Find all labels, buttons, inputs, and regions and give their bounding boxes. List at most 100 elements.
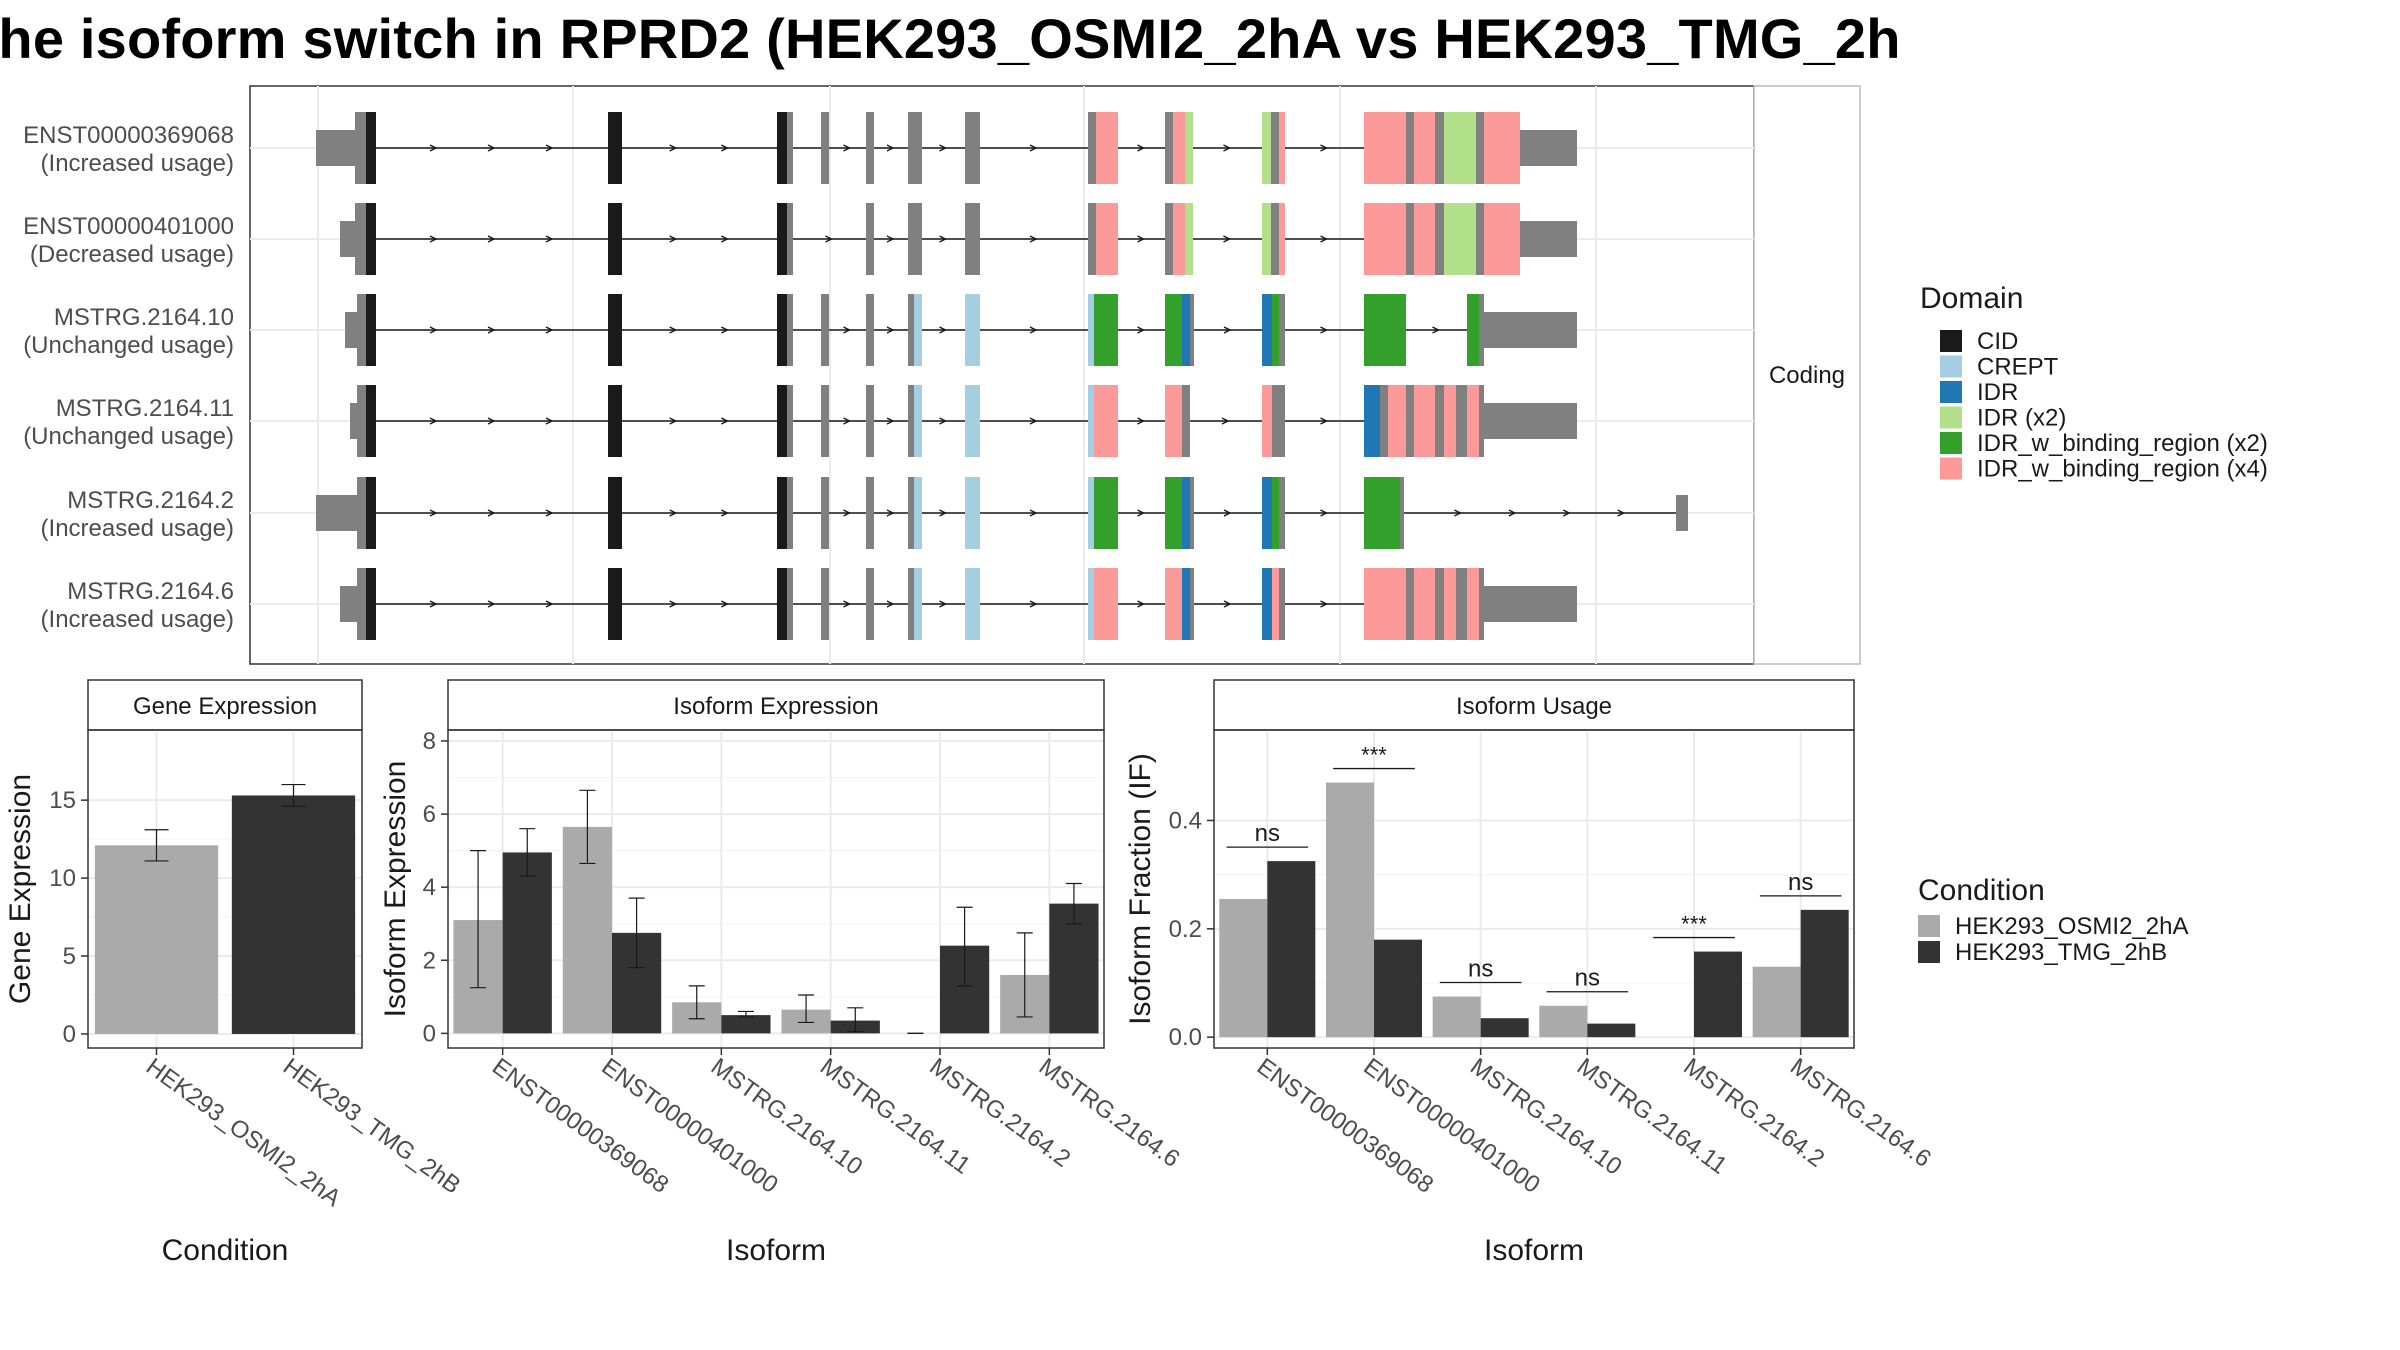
intron-arrow (721, 235, 729, 243)
bar (1800, 909, 1849, 1038)
intron-arrow (1029, 144, 1038, 152)
intron-arrow (886, 417, 895, 425)
bar (1219, 899, 1268, 1038)
domain-legend-label: IDR_w_binding_region (x2) (1977, 430, 2268, 457)
isoform-structure-status: (Decreased usage) (30, 241, 234, 268)
y-tick-label: 0.2 (1169, 916, 1202, 943)
exon-block (908, 203, 922, 275)
exon-block (821, 477, 829, 549)
exon-block (1435, 568, 1444, 640)
exon-block (1279, 294, 1285, 366)
exon-block (1272, 294, 1279, 366)
exon-block (1262, 477, 1272, 549)
intron-arrow (1221, 417, 1230, 425)
exon-block (1190, 294, 1194, 366)
intron-arrow (843, 326, 852, 334)
domain-legend-label: IDR (1977, 379, 2018, 406)
exon-block (1262, 294, 1272, 366)
intron-arrow (1137, 235, 1146, 243)
title-wrap: The isoform switch in RPRD2 (HEK293_OSMI… (0, 0, 1900, 80)
bar (502, 852, 552, 1034)
exon-block (965, 203, 980, 275)
exon-block (1484, 403, 1577, 439)
exon-block (1272, 385, 1279, 457)
significance-label: *** (1681, 912, 1707, 937)
exon-block (1279, 477, 1285, 549)
panel-strip-title: Isoform Expression (673, 693, 878, 720)
exon-block (1484, 586, 1577, 622)
exon-block (1364, 477, 1400, 549)
intron-arrow (721, 326, 729, 334)
y-axis-title: Isoform Fraction (IF) (1124, 753, 1157, 1025)
structure-strip (1753, 85, 1861, 665)
exon-block (1190, 477, 1194, 549)
intron-arrow (939, 326, 948, 334)
bar (1752, 966, 1801, 1038)
exon-block (608, 203, 622, 275)
exon-block (1088, 477, 1094, 549)
exon-block (1088, 203, 1096, 275)
panel-border (1213, 729, 1855, 1049)
exon-block (1444, 203, 1476, 275)
exon-block (340, 221, 355, 257)
intron-arrow (669, 509, 678, 517)
exon-block (355, 203, 366, 275)
exon-block (1094, 385, 1118, 457)
intron-arrow (939, 509, 948, 517)
exon-block (908, 568, 914, 640)
exon-block (316, 495, 357, 531)
exon-block (1364, 385, 1370, 457)
intron-arrow (886, 144, 895, 152)
intron-arrow (1320, 600, 1329, 608)
isoform-structure-name: MSTRG.2164.2 (67, 487, 234, 514)
bar (1374, 939, 1422, 1038)
y-tick-label: 10 (49, 865, 76, 892)
exon-block (777, 294, 787, 366)
isoform-structure-status: (Unchanged usage) (23, 332, 234, 359)
y-tick-label: 2 (423, 947, 436, 974)
intron-arrow (825, 235, 834, 243)
exon-block (787, 203, 793, 275)
intron-arrow (1223, 326, 1232, 334)
bar (1326, 782, 1374, 1038)
exon-block (1476, 112, 1484, 184)
y-tick-label: 0.0 (1169, 1024, 1202, 1051)
exon-block (866, 294, 874, 366)
condition-legend-key (1918, 915, 1940, 937)
intron-arrow (939, 144, 948, 152)
domain-legend-label: IDR_w_binding_region (x4) (1977, 456, 2268, 483)
exon-block (1094, 294, 1118, 366)
intron-arrow (843, 600, 852, 608)
isoform-usage-panel: Isoform Usage ns *** ns ns *** ns 0.0 0.2 0.4 ENST… (1124, 679, 1936, 1267)
exon-block (366, 203, 376, 275)
domain-legend-label: IDR (x2) (1977, 405, 2066, 432)
exon-block (866, 112, 874, 184)
intron-arrow (429, 235, 438, 243)
intron-arrow (487, 417, 496, 425)
exon-block (908, 294, 914, 366)
exon-block (1676, 495, 1688, 531)
condition-legend-label: HEK293_OSMI2_2hA (1955, 913, 2188, 940)
exon-block (366, 112, 376, 184)
intron-arrow (1320, 509, 1329, 517)
intron-arrow (545, 600, 554, 608)
intron-arrow (669, 417, 678, 425)
exon-block (1279, 385, 1285, 457)
exon-block (355, 112, 366, 184)
exon-block (1444, 112, 1476, 184)
exon-block (1380, 385, 1388, 457)
y-tick-label: 8 (423, 728, 436, 755)
condition-legend-key (1918, 941, 1940, 963)
exon-block (1467, 568, 1479, 640)
exon-block (357, 568, 366, 640)
condition-legend-label: HEK293_TMG_2hB (1955, 939, 2167, 966)
exon-block (1414, 203, 1435, 275)
y-tick-label: 15 (49, 787, 76, 814)
exon-block (777, 385, 787, 457)
exon-block (1096, 112, 1118, 184)
exon-block (350, 403, 357, 439)
exon-block (1364, 112, 1406, 184)
intron-arrow (1617, 509, 1626, 517)
bar (1049, 903, 1099, 1034)
